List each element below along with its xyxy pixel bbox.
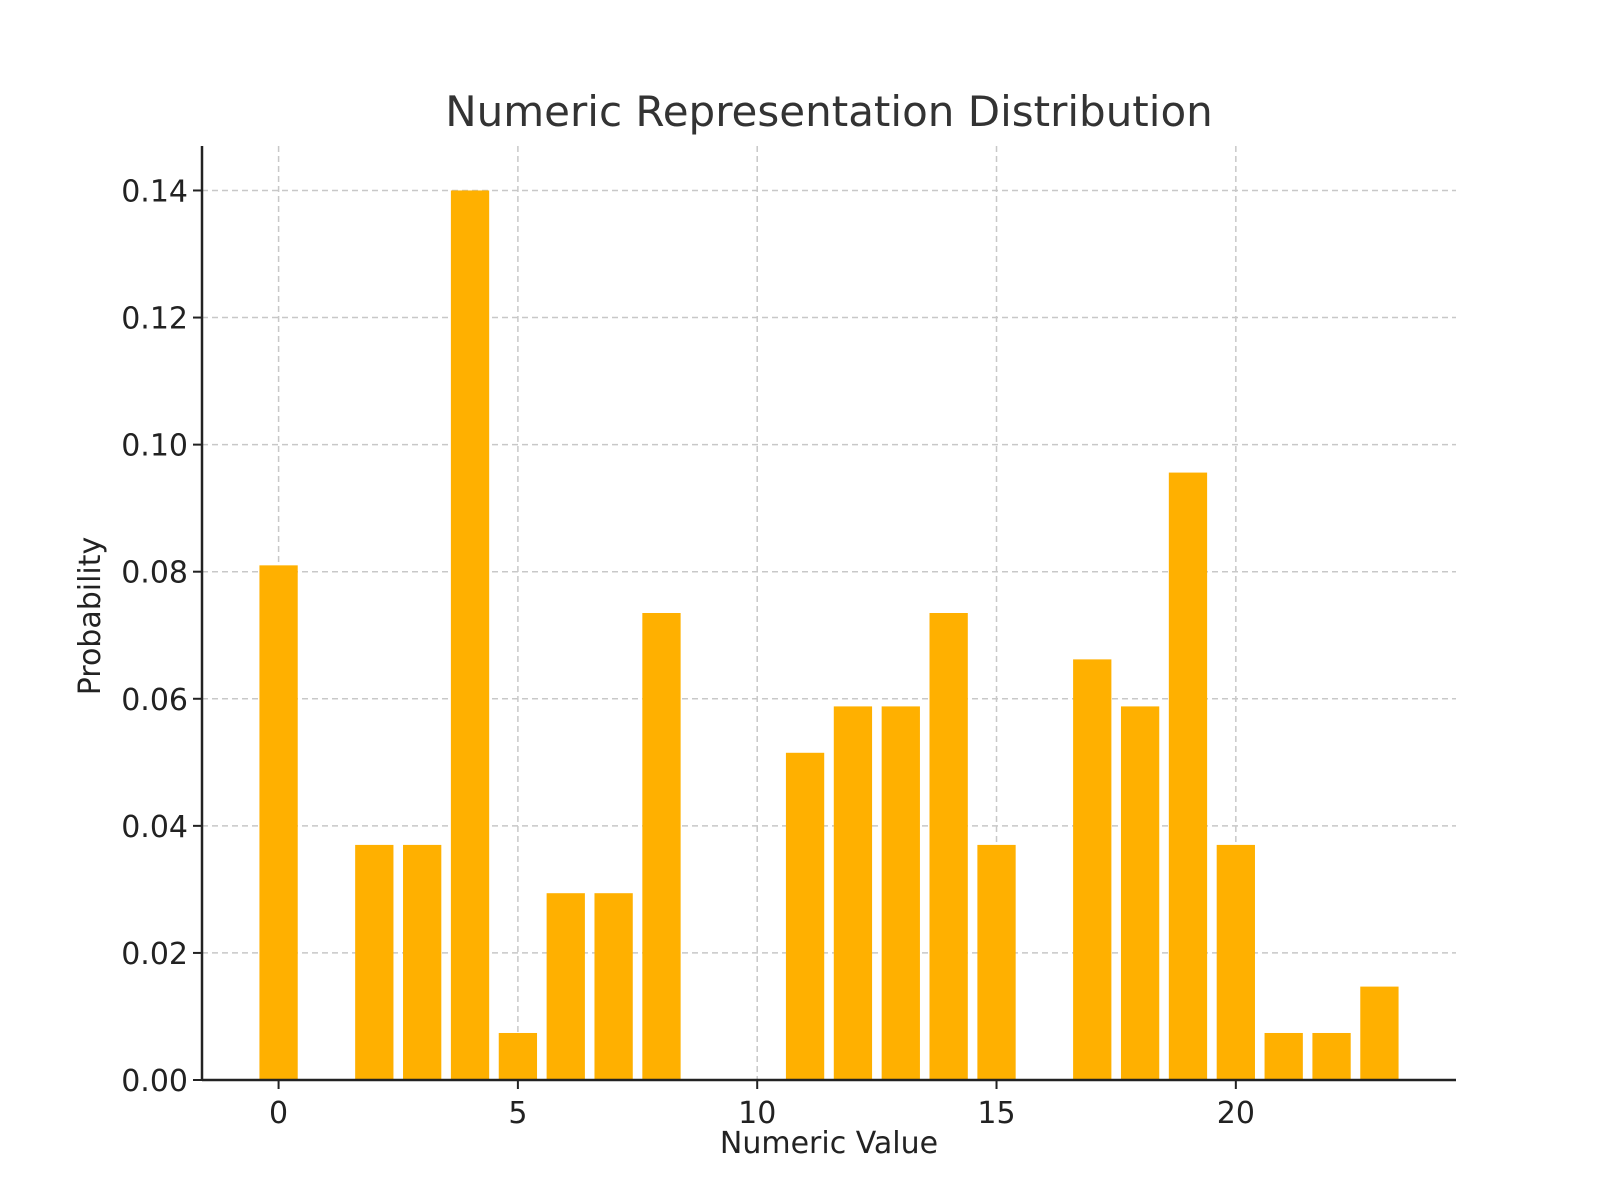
bar-0 [259,565,298,1080]
bar-14 [929,613,968,1080]
bar-20 [1216,844,1255,1080]
y-tick-label: 0.08 [121,556,188,591]
bar-6 [546,893,585,1080]
y-tick-label: 0.02 [121,937,188,972]
chart-title: Numeric Representation Distribution [445,87,1213,136]
y-tick-label: 0.04 [121,810,188,845]
bar-11 [785,752,825,1080]
bar-7 [594,893,633,1080]
bar-13 [881,706,920,1080]
bar-23 [1360,986,1399,1080]
bar-3 [403,844,442,1080]
y-tick-label: 0.14 [121,174,188,209]
bars [259,190,1399,1081]
y-tick-label: 0.06 [121,683,188,718]
y-axis-label: Probability [73,537,108,696]
bar-12 [833,706,873,1080]
x-axis-label: Numeric Value [720,1126,938,1161]
x-tick-label: 0 [269,1096,288,1131]
y-tick-label: 0.00 [121,1064,188,1099]
bar-5 [498,1032,538,1080]
bar-18 [1120,706,1160,1080]
bar-2 [355,844,394,1080]
bar-19 [1168,472,1208,1081]
x-tick-label: 10 [738,1096,776,1131]
x-tick-label: 5 [508,1096,527,1131]
bar-15 [977,844,1016,1080]
x-tick-label: 15 [977,1096,1015,1131]
bar-8 [642,613,681,1080]
bar-22 [1312,1032,1351,1080]
bar-17 [1073,659,1112,1080]
y-tick-label: 0.10 [121,429,188,464]
axes [200,146,1456,1082]
ticks: 0 5 10 15 20 0.00 0.02 0.04 0.06 0.08 0.10 0.12 0.14 [121,174,1255,1131]
bar-4 [450,190,490,1080]
x-tick-label: 20 [1217,1096,1255,1131]
y-tick-label: 0.12 [121,302,188,337]
bar-21 [1264,1032,1303,1080]
